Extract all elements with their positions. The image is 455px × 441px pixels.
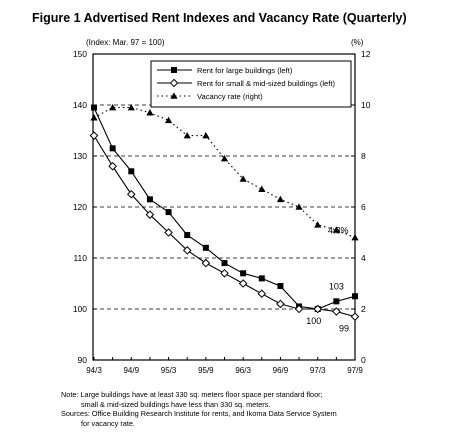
right-axis-unit: (%) [351,38,364,47]
x-axis-tick-label: 96/9 [273,366,289,375]
data-point-diamond [350,312,360,321]
legend-label: Vacancy rate (right) [197,92,263,101]
data-point-triangle [183,132,191,139]
data-point-square [352,293,358,300]
legend-label: Rent for large buildings (left) [197,66,293,75]
left-axis-tick-label: 130 [73,151,87,161]
left-axis-tick-label: 120 [73,202,87,212]
note-line: Note: Large buildings have at least 330 … [61,390,323,399]
x-axis-tick-label: 97/3 [310,366,326,375]
data-point-diamond [220,268,229,278]
data-point-triangle [127,103,135,111]
data-point-triangle [239,175,247,182]
x-axis-tick-label: 95/9 [198,366,214,375]
data-point-diamond [276,299,285,309]
right-axis-tick-label: 8 [361,151,366,161]
data-point-square [109,145,116,152]
data-label: 99 [339,324,349,334]
data-point-diamond [294,304,304,314]
data-point-triangle [258,185,266,192]
data-point-diamond [164,228,173,237]
data-point-square [165,209,172,216]
data-point-triangle [314,221,322,228]
data-point-triangle [276,195,285,203]
data-point-square [146,196,153,203]
series-line [93,107,356,310]
legend-label: Rent for small & mid-sized buildings (le… [197,79,335,88]
data-point-diamond [126,189,136,199]
data-point-triangle [90,114,98,121]
right-axis-tick-label: 6 [361,202,366,212]
data-point-triangle [332,226,340,233]
legend: Rent for large buildings (left) Rent for … [150,60,352,108]
left-axis-tick-label: 150 [73,49,87,59]
data-label: 100 [306,316,321,326]
x-axis-tick-label: 95/3 [161,366,177,375]
data-point-diamond [182,246,192,255]
right-axis-tick-label: 0 [361,355,366,365]
data-point-square [240,270,247,277]
data-point-square [202,244,209,251]
data-point-square [171,67,177,73]
data-point-diamond [145,210,155,219]
data-point-diamond [313,304,323,314]
data-point-diamond [257,289,267,299]
left-axis-tick-label: 140 [73,100,87,110]
right-axis-tick-label: 2 [361,304,366,314]
gridlines [93,104,355,310]
data-point-square [258,275,265,282]
right-axis-tick-label: 10 [361,100,371,110]
data-point-triangle [109,103,117,111]
data-point-triangle [170,92,178,99]
series [89,103,360,321]
data-label: 4.8% [328,226,349,236]
x-axis-tick-label: 94/9 [123,366,139,375]
data-point-triangle [295,203,303,210]
notes-block: Note: Large buildings have at least 330 … [61,390,337,428]
data-point-triangle [164,116,173,124]
x-axis-tick-label: 96/3 [235,366,251,375]
data-point-triangle [351,234,359,241]
axes: 90 100 110 120 130 140 150 0 2 4 6 8 10 12 94/3 94/9 95/… [73,49,371,375]
index-note: (Index: Mar. 97 = 100) [86,38,165,47]
data-point-diamond [108,161,117,171]
sources-line: for vacancy rate. [81,418,135,428]
annotations: 4.8% 103 100 99 [306,226,349,334]
x-axis-tick-label: 97/9 [347,366,363,375]
right-axis-tick-label: 12 [361,49,371,59]
series-line [93,106,356,239]
right-axis-tick-label: 4 [361,253,366,263]
data-point-square [184,232,191,239]
left-axis-tick-label: 100 [73,304,87,314]
figure-title: Figure 1 Advertised Rent Indexes and Vac… [32,11,407,25]
data-point-diamond [169,78,179,88]
x-axis-tick-label: 94/3 [86,366,102,375]
data-point-triangle [220,154,229,162]
data-point-square [277,283,284,290]
data-point-square [128,168,135,175]
data-point-square [333,298,340,305]
legend-box [150,60,352,108]
data-label: 103 [329,281,344,291]
data-point-diamond [238,279,248,288]
sources-line: Sources: Office Building Research Instit… [61,409,337,419]
left-axis-tick-label: 110 [73,253,87,263]
data-point-triangle [146,109,154,116]
data-point-diamond [89,131,99,140]
data-point-square [91,104,97,111]
note-line: small & mid-sized buildings have less th… [81,399,271,409]
data-point-square [221,260,228,267]
data-point-triangle [202,132,210,139]
data-point-diamond [201,258,211,268]
data-point-diamond [332,307,341,316]
left-axis-tick-label: 90 [78,355,88,365]
